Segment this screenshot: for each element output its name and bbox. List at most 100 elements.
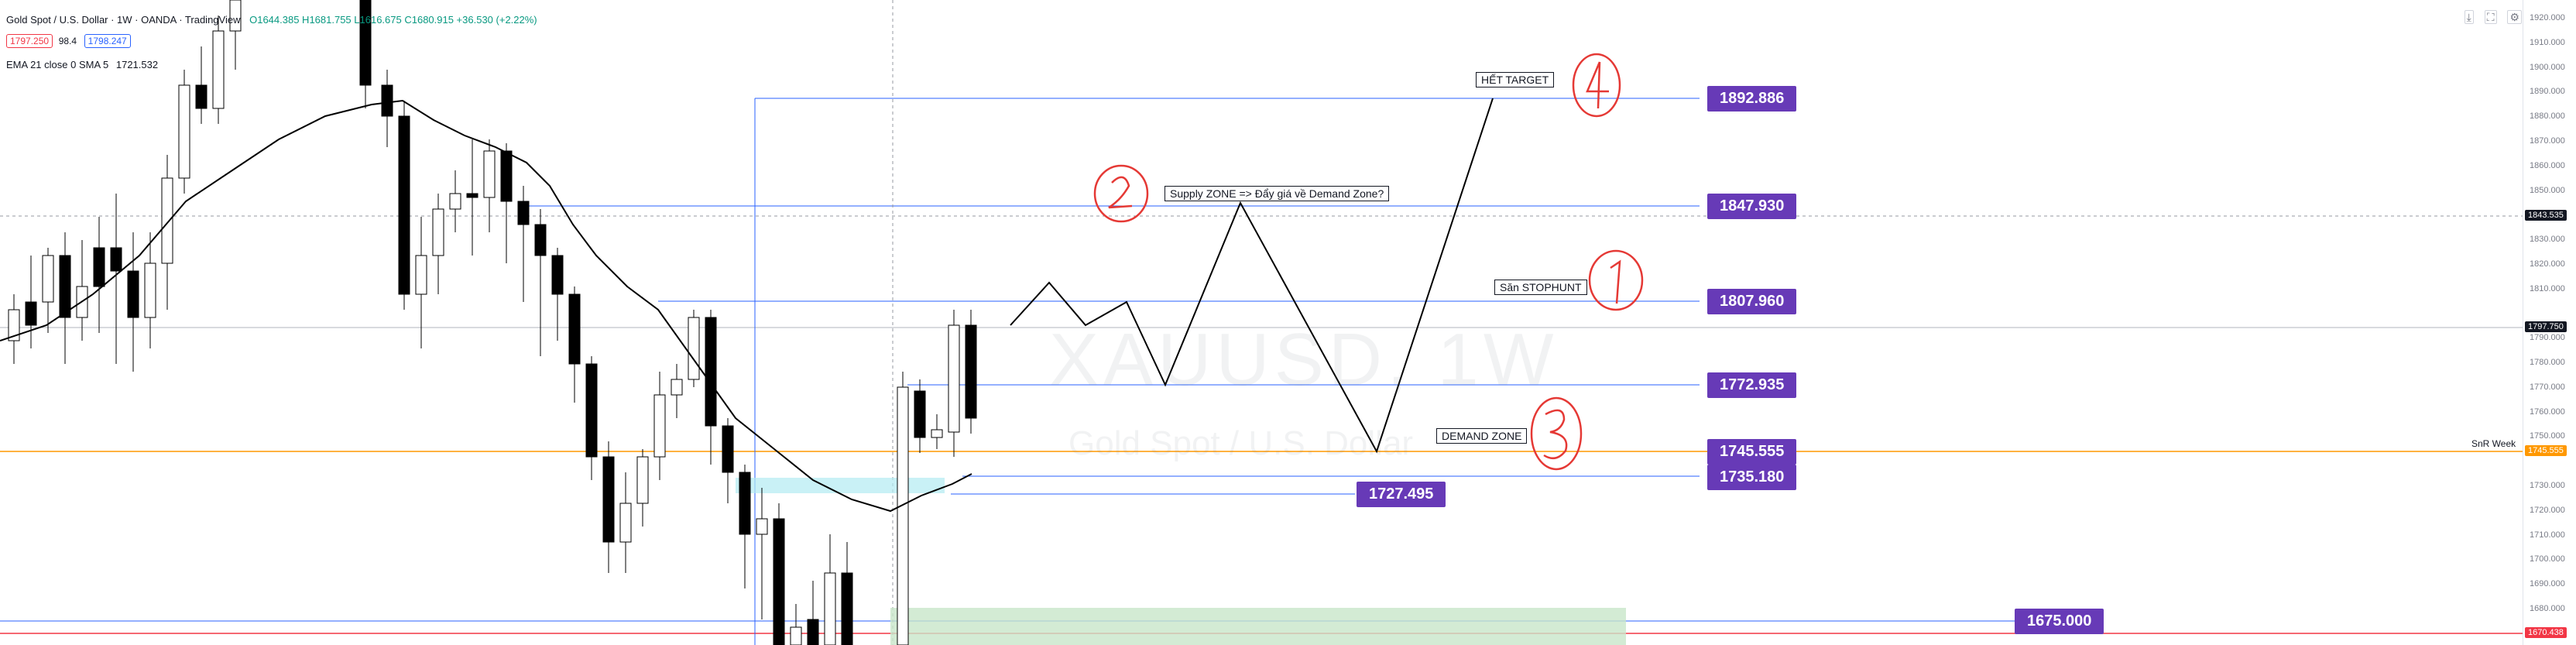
target-label[interactable]: HẾT TARGET [1476, 72, 1555, 87]
axis-tick-label: 1880.000 [2530, 112, 2565, 122]
axis-tick-label: 1900.000 [2530, 62, 2565, 72]
step-mark-1[interactable] [1588, 249, 1644, 311]
candle-body [432, 208, 444, 256]
expand-icon[interactable]: ⛶ [2484, 10, 2497, 24]
axis-tick-label: 1910.000 [2530, 37, 2565, 47]
settings-icon[interactable]: ⚙ [2507, 10, 2522, 24]
axis-tick-label: 1860.000 [2530, 160, 2565, 170]
blue-zone-box[interactable] [736, 478, 945, 493]
candle-body [671, 379, 683, 396]
candle-body [688, 317, 700, 380]
candle-body [948, 324, 960, 433]
axis-tick-label: 1700.000 [2530, 554, 2565, 564]
price-tag-1745[interactable]: 1745.555 [1707, 439, 1797, 465]
candle-body [619, 503, 632, 543]
price-tag-1735[interactable]: 1735.180 [1707, 465, 1797, 490]
candle-body [8, 309, 20, 341]
candle-body [585, 363, 598, 458]
candle-body [756, 518, 768, 535]
axis-tick-label: 1750.000 [2530, 431, 2565, 441]
candle-body [195, 84, 208, 109]
price-tag-1772[interactable]: 1772.935 [1707, 372, 1797, 398]
candle-body [449, 193, 461, 210]
price-tag-1675[interactable]: 1675.000 [2015, 609, 2104, 634]
candle-body [415, 255, 427, 295]
symbol-title[interactable]: Gold Spot / U.S. Dollar · 1W · OANDA · T… [6, 14, 241, 26]
candle-body [144, 262, 156, 318]
candle-body [931, 429, 943, 438]
candle-body [42, 255, 54, 303]
supply-zone-label[interactable]: Supply ZONE => Đẩy giá về Demand Zone? [1165, 186, 1390, 201]
axis-tick-label: 1730.000 [2530, 481, 2565, 491]
snr-price-badge: 1745.555 [2525, 445, 2567, 456]
buy-button[interactable]: 1798.247 [84, 34, 131, 48]
candle-body [500, 150, 513, 202]
snr-week-label: SnR Week [2471, 438, 2516, 449]
sell-button[interactable]: 1797.250 [6, 34, 53, 48]
axis-tick-label: 1820.000 [2530, 259, 2565, 269]
step-mark-4[interactable] [1572, 53, 1621, 118]
ema-value: 1721.532 [115, 59, 159, 70]
axis-tick-label: 1780.000 [2530, 358, 2565, 368]
ema-line [0, 99, 972, 513]
candle-body [636, 456, 649, 504]
axis-tick-label: 1760.000 [2530, 407, 2565, 417]
spread-value: 98.4 [58, 36, 77, 46]
symbol-watermark: XAUUSD, 1W [1049, 318, 1559, 401]
candle-body [824, 572, 836, 645]
candles-group [8, 0, 977, 645]
candle-body [897, 386, 909, 645]
axis-tick-label: 1690.000 [2530, 579, 2565, 589]
chart-controls: ⤓ ⛶ ⚙ [2457, 10, 2522, 24]
candle-body [965, 324, 977, 419]
candle-body [381, 84, 393, 117]
demand-zone-label[interactable]: DEMAND ZONE [1436, 428, 1528, 444]
candle-body [25, 301, 37, 326]
ema-label: EMA 21 close 0 SMA 5 [6, 59, 109, 70]
stophunt-label[interactable]: Săn STOPHUNT [1494, 280, 1587, 295]
candle-body [517, 201, 530, 225]
axis-tick-label: 1680.000 [2530, 604, 2565, 613]
axis-tick-label: 1720.000 [2530, 505, 2565, 515]
axis-tick-label: 1920.000 [2530, 13, 2565, 22]
price-tag-1727[interactable]: 1727.495 [1357, 482, 1446, 507]
candle-body [773, 518, 785, 645]
step-mark-2[interactable] [1093, 164, 1149, 223]
candle-body [568, 293, 581, 365]
candle-body [59, 255, 71, 318]
candle-body [914, 390, 926, 438]
arrow-down-icon[interactable]: ⤓ [2464, 10, 2474, 24]
axis-tick-label: 1850.000 [2530, 185, 2565, 195]
price-tag-1892[interactable]: 1892.886 [1707, 86, 1797, 112]
indicator-legend[interactable]: EMA 21 close 0 SMA 5 1721.532 [6, 59, 158, 70]
ohlc-values: O1644.385 H1681.755 L1616.675 C1680.915 … [249, 14, 537, 26]
axis-tick-label: 1810.000 [2530, 283, 2565, 293]
step-mark-3[interactable] [1530, 396, 1583, 471]
candle-body [93, 247, 105, 287]
candle-body [705, 317, 717, 427]
candle-body [722, 425, 734, 473]
price-axis[interactable]: 1920.000 1910.000 1900.000 1890.000 1880.000… [2523, 0, 2576, 645]
axis-tick-label: 1870.000 [2530, 136, 2565, 146]
red-line-price-badge: 1670.438 [2525, 627, 2567, 638]
candle-body [398, 115, 410, 295]
axis-tick-label: 1710.000 [2530, 530, 2565, 540]
candle-body [534, 224, 547, 256]
candle-body [807, 619, 819, 645]
chart-canvas[interactable] [0, 0, 2523, 645]
axis-tick-label: 1890.000 [2530, 87, 2565, 97]
price-tag-1847[interactable]: 1847.930 [1707, 194, 1797, 219]
candle-body [110, 247, 122, 272]
projection-path[interactable] [1010, 98, 1494, 454]
candle-body [178, 84, 190, 179]
candle-body [229, 0, 242, 32]
demand-zone-box[interactable] [890, 608, 1626, 645]
price-tag-1807[interactable]: 1807.960 [1707, 289, 1797, 314]
candle-body [161, 177, 173, 264]
candle-body [653, 394, 666, 458]
candle-body [212, 30, 225, 109]
axis-tick-label: 1770.000 [2530, 382, 2565, 392]
chart-legend-title[interactable]: Gold Spot / U.S. Dollar · 1W · OANDA · T… [6, 14, 537, 26]
last-price-badge: 1797.750 [2525, 321, 2567, 332]
